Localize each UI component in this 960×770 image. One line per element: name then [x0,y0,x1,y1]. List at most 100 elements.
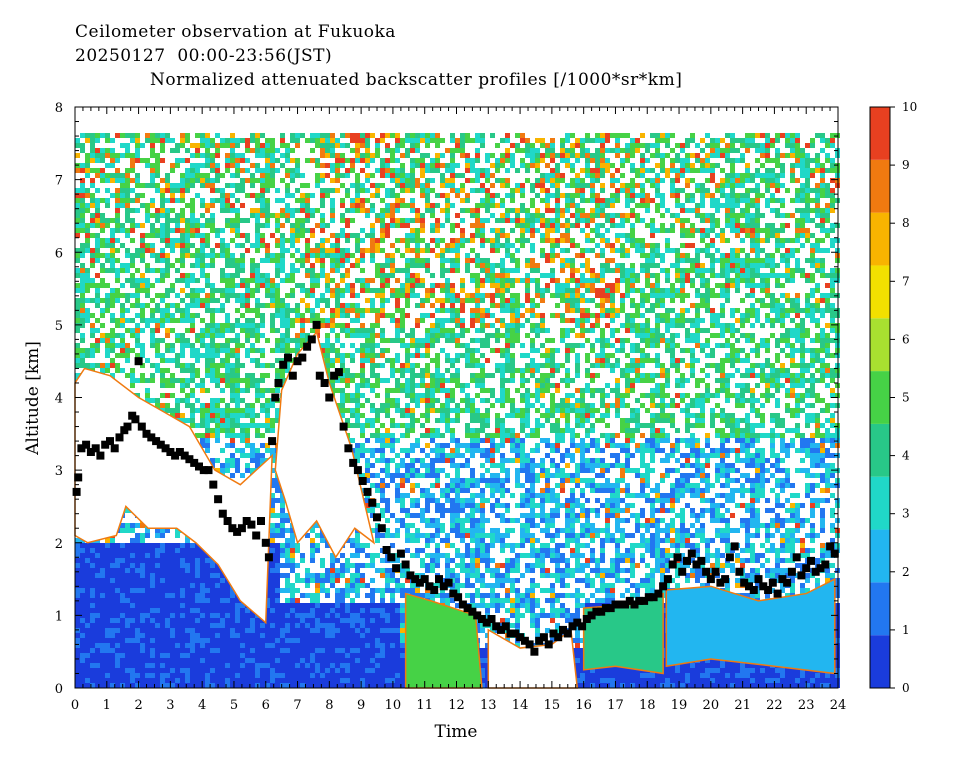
cloud-base-point [77,444,86,453]
cloud-base-point [218,509,227,518]
cloud-base-point [344,444,353,453]
cloud-base-point [740,578,749,587]
cloud-base-point [764,586,773,594]
cloud-base-point [468,607,477,616]
x-tick-label: 12 [448,698,465,713]
cloud-base-point [711,567,720,576]
cloud-base-point [449,589,458,598]
colorbar-tick-label: 9 [902,158,910,172]
chart-title-line-2: 20250127 00:00-23:56(JST) [75,46,333,66]
cloud-base-point [147,433,156,442]
cloud-base-point [334,368,343,377]
cloud-base-point [96,451,105,460]
x-tick-label: 13 [480,698,497,713]
cloud-base-point [692,560,701,569]
colorbar-tick-label: 0 [902,681,910,695]
cloud-base-point [271,393,280,402]
cloud-base-point [630,600,639,609]
cloud-base-point [142,429,151,438]
cloud-base-point [368,498,377,507]
cloud-base-point [349,458,358,467]
cloud-base-point [735,567,744,576]
cloud-base-point [802,564,811,573]
cloud-base-point [754,575,763,584]
cloud-base-point [406,571,415,580]
x-tick-label: 20 [703,698,720,713]
cloud-base-point [473,611,482,620]
cloud-base-point [706,575,715,584]
cloud-base-point [463,604,472,613]
cloud-base-point [137,422,146,431]
cloud-base-point [156,440,165,449]
cloud-base-point [730,542,739,551]
cloud-base-point [195,462,203,471]
cloud-base-point [209,480,218,489]
cloud-base-point [373,513,381,522]
cloud-base-point [597,607,606,616]
cloud-base-point [625,596,634,605]
cloud-base-point [190,458,199,467]
cloud-base-point [411,575,420,584]
x-axis-label: Time [435,722,478,742]
cloud-base-point [420,575,429,584]
x-tick-label: 3 [166,698,174,713]
cloud-base-point [582,615,591,623]
cloud-base-point [592,607,601,616]
cloud-base-point [315,371,324,380]
colorbar-tick-label: 6 [902,332,910,346]
cloud-base-point [330,371,339,380]
x-tick-label: 22 [766,698,783,713]
x-tick-label: 5 [230,698,238,713]
cloud-base-point [312,320,321,329]
cloud-base-point [778,575,787,584]
cloud-base-point [279,360,288,369]
cloud-base-point [74,473,83,482]
cloud-base-point [228,524,237,533]
cloud-base-point [358,477,367,485]
cloud-base-point [721,575,730,584]
cloud-base-point [649,593,658,602]
cloud-base-point [525,640,534,649]
cloud-base-point [702,567,711,576]
cloud-base-point [382,546,391,554]
cloud-base-point [559,625,567,634]
cloud-base-point [396,549,405,558]
cloud-base-point [821,560,830,569]
cloud-base-point [535,636,544,645]
cloud-base-point [787,567,796,576]
cloud-base-point [811,567,820,576]
cloud-base-point [415,578,424,587]
cloud-base-point [635,596,644,605]
cloud-base-point [106,437,114,446]
colorbar-segment [870,107,890,160]
cloud-base-point [611,600,620,609]
chart-title: Normalized attenuated backscatter profil… [150,70,683,90]
cloud-base-point [716,578,725,587]
cloud-base-point [482,618,491,627]
cloud-base-point [284,353,292,362]
x-tick-label: 16 [575,698,592,713]
cloud-base-point [654,589,663,598]
cloud-base-point [530,647,539,656]
cloud-base-markers [72,320,839,656]
y-tick-label: 6 [55,246,63,261]
cloud-base-point [687,549,696,558]
cloud-base-point [171,451,180,460]
cloud-base-point [816,564,825,573]
cloud-base-point [161,444,170,453]
cloud-base-point [663,575,672,584]
cloud-base-point [115,433,124,442]
cloud-base-point [223,517,232,525]
x-tick-label: 8 [325,698,333,713]
cloud-base-point [640,596,649,605]
cloud-base-point [578,622,587,631]
cloud-base-point [320,379,329,387]
cloud-base-point [568,622,577,631]
cloud-base-point [506,629,515,638]
cloud-base-point [274,379,283,387]
cloud-base-point [673,553,682,562]
cloud-base-point [298,353,307,362]
cloud-base-point [759,582,768,591]
colorbar-segment [870,159,890,213]
